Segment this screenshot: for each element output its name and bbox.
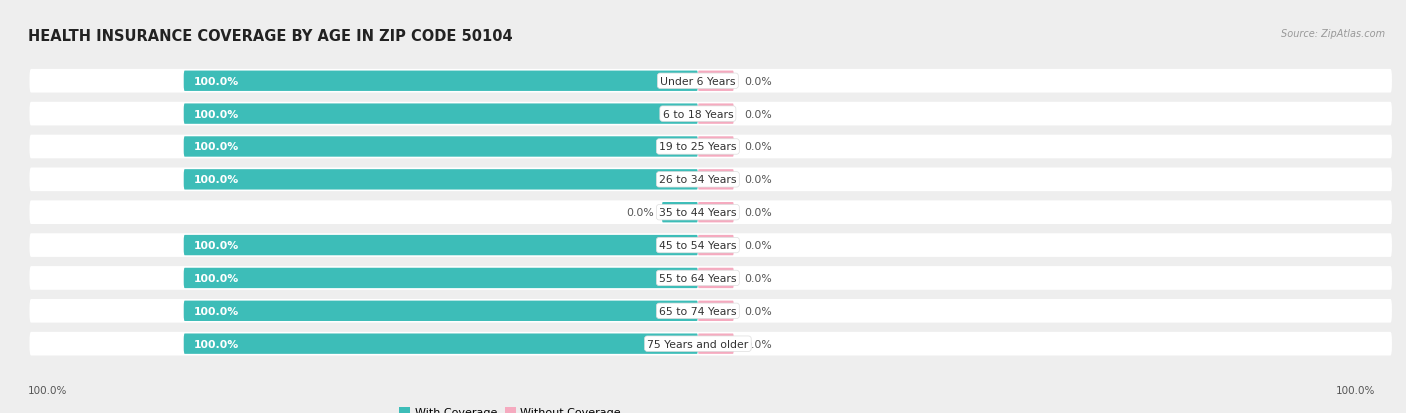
Text: 100.0%: 100.0% <box>194 339 239 349</box>
FancyBboxPatch shape <box>30 299 1392 323</box>
Text: 0.0%: 0.0% <box>744 109 772 119</box>
Text: 100.0%: 100.0% <box>1336 385 1375 395</box>
Text: 0.0%: 0.0% <box>627 208 654 218</box>
FancyBboxPatch shape <box>30 135 1392 159</box>
Text: 45 to 54 Years: 45 to 54 Years <box>659 240 737 250</box>
FancyBboxPatch shape <box>697 71 734 92</box>
FancyBboxPatch shape <box>184 137 697 157</box>
Text: 55 to 64 Years: 55 to 64 Years <box>659 273 737 283</box>
FancyBboxPatch shape <box>184 170 697 190</box>
FancyBboxPatch shape <box>184 71 697 92</box>
Text: 0.0%: 0.0% <box>744 76 772 87</box>
Text: 6 to 18 Years: 6 to 18 Years <box>662 109 733 119</box>
FancyBboxPatch shape <box>184 235 697 256</box>
Text: Under 6 Years: Under 6 Years <box>659 76 735 87</box>
FancyBboxPatch shape <box>30 234 1392 257</box>
FancyBboxPatch shape <box>662 202 697 223</box>
Text: 0.0%: 0.0% <box>744 339 772 349</box>
FancyBboxPatch shape <box>184 104 697 124</box>
Text: 0.0%: 0.0% <box>744 142 772 152</box>
FancyBboxPatch shape <box>697 301 734 321</box>
FancyBboxPatch shape <box>184 301 697 321</box>
FancyBboxPatch shape <box>697 334 734 354</box>
FancyBboxPatch shape <box>30 201 1392 225</box>
FancyBboxPatch shape <box>184 268 697 288</box>
Text: HEALTH INSURANCE COVERAGE BY AGE IN ZIP CODE 50104: HEALTH INSURANCE COVERAGE BY AGE IN ZIP … <box>28 29 513 44</box>
Text: 100.0%: 100.0% <box>194 273 239 283</box>
FancyBboxPatch shape <box>30 168 1392 192</box>
FancyBboxPatch shape <box>30 266 1392 290</box>
Text: 0.0%: 0.0% <box>744 273 772 283</box>
FancyBboxPatch shape <box>30 70 1392 93</box>
Text: 100.0%: 100.0% <box>194 109 239 119</box>
Text: 100.0%: 100.0% <box>194 76 239 87</box>
FancyBboxPatch shape <box>184 334 697 354</box>
Text: 100.0%: 100.0% <box>194 240 239 250</box>
Text: 100.0%: 100.0% <box>194 142 239 152</box>
FancyBboxPatch shape <box>697 104 734 124</box>
Text: Source: ZipAtlas.com: Source: ZipAtlas.com <box>1281 29 1385 39</box>
FancyBboxPatch shape <box>697 170 734 190</box>
Text: 0.0%: 0.0% <box>744 306 772 316</box>
Text: 0.0%: 0.0% <box>744 175 772 185</box>
FancyBboxPatch shape <box>697 268 734 288</box>
Text: 0.0%: 0.0% <box>744 208 772 218</box>
FancyBboxPatch shape <box>30 332 1392 356</box>
Text: 35 to 44 Years: 35 to 44 Years <box>659 208 737 218</box>
Text: 75 Years and older: 75 Years and older <box>647 339 748 349</box>
FancyBboxPatch shape <box>697 137 734 157</box>
Legend: With Coverage, Without Coverage: With Coverage, Without Coverage <box>399 407 621 413</box>
FancyBboxPatch shape <box>697 235 734 256</box>
Text: 19 to 25 Years: 19 to 25 Years <box>659 142 737 152</box>
Text: 65 to 74 Years: 65 to 74 Years <box>659 306 737 316</box>
Text: 100.0%: 100.0% <box>194 306 239 316</box>
Text: 100.0%: 100.0% <box>194 175 239 185</box>
Text: 26 to 34 Years: 26 to 34 Years <box>659 175 737 185</box>
Text: 0.0%: 0.0% <box>744 240 772 250</box>
FancyBboxPatch shape <box>30 102 1392 126</box>
Text: 100.0%: 100.0% <box>28 385 67 395</box>
FancyBboxPatch shape <box>697 202 734 223</box>
